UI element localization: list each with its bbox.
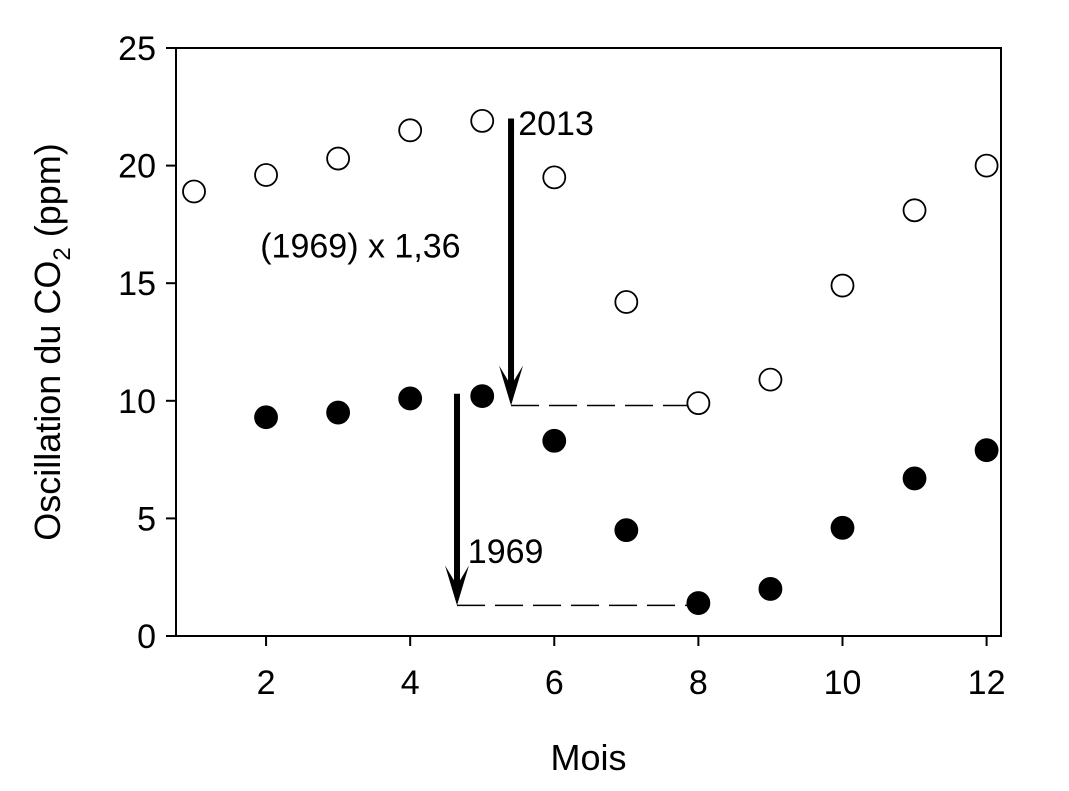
point-2013 <box>974 153 999 178</box>
x-tick-label: 12 <box>968 664 1006 702</box>
x-tick-label: 6 <box>545 664 564 702</box>
x-tick-label: 2 <box>257 664 276 702</box>
arrow-head <box>499 365 524 406</box>
annotation-label: (1969) x 1,36 <box>260 227 460 265</box>
point-2013 <box>254 163 278 187</box>
point-2013 <box>686 391 711 416</box>
point-2013 <box>830 273 855 298</box>
annotation-label: 2013 <box>518 105 594 143</box>
point-2013 <box>182 179 206 204</box>
point-1969 <box>326 400 351 425</box>
x-tick-label: 4 <box>401 664 420 702</box>
x-tick-label: 8 <box>689 664 708 702</box>
point-1969 <box>614 518 639 543</box>
point-1969 <box>974 438 999 463</box>
point-1969 <box>254 405 278 430</box>
point-1969 <box>398 386 423 411</box>
point-1969 <box>758 577 783 601</box>
y-tick-label: 25 <box>118 30 156 68</box>
y-tick-label: 15 <box>118 265 156 303</box>
x-axis-title: Mois <box>550 737 626 778</box>
point-2013 <box>470 109 495 133</box>
point-2013 <box>326 146 351 171</box>
point-2013 <box>902 198 927 223</box>
point-1969 <box>686 591 711 615</box>
y-tick-label: 5 <box>137 500 156 538</box>
point-2013 <box>398 118 423 143</box>
point-1969 <box>902 466 927 491</box>
plot-frame <box>175 47 1002 637</box>
x-tick-label: 10 <box>824 664 862 702</box>
point-2013 <box>542 165 567 190</box>
arrow-head <box>445 565 470 606</box>
point-1969 <box>470 384 495 408</box>
point-2013 <box>614 290 639 314</box>
annotation-label: 1969 <box>468 533 544 571</box>
y-axis-title: Oscillation du CO2 (ppm) <box>27 143 76 540</box>
y-tick-label: 20 <box>118 148 156 186</box>
y-tick-label: 10 <box>118 383 156 421</box>
point-1969 <box>830 515 855 540</box>
y-tick-label: 0 <box>137 618 156 656</box>
point-1969 <box>542 428 567 453</box>
point-2013 <box>758 367 783 392</box>
